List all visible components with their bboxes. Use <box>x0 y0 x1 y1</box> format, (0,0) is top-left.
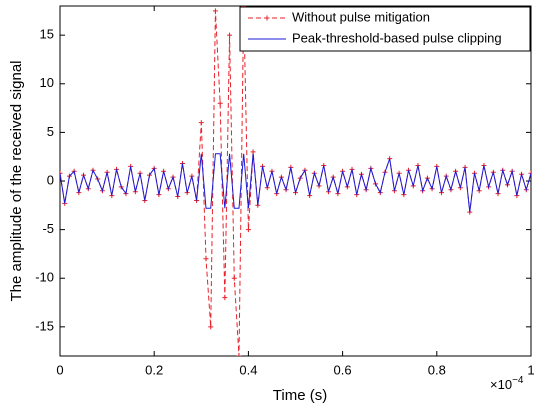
y-tick-label: -15 <box>35 318 54 333</box>
legend-box <box>239 6 531 52</box>
y-tick-label: 0 <box>47 172 54 187</box>
legend-label: Without pulse mitigation <box>292 9 430 24</box>
series-line <box>60 153 531 213</box>
x-tick-label: 0.6 <box>334 362 352 377</box>
y-tick-label: 10 <box>40 75 54 90</box>
series-marker <box>250 149 256 155</box>
legend-label: Peak-threshold-based pulse clipping <box>292 30 502 45</box>
series-marker <box>60 170 63 176</box>
x-tick-label: 0 <box>56 362 63 377</box>
series-marker <box>208 324 214 330</box>
plot-series <box>60 6 531 356</box>
x-multiplier-base: ×10 <box>490 377 512 392</box>
x-multiplier-exponent: −4 <box>512 375 524 386</box>
y-tick-label: -5 <box>42 221 54 236</box>
series-marker <box>198 120 204 126</box>
x-tick-label: 0.8 <box>428 362 446 377</box>
x-axis-label: Time (s) <box>273 387 327 404</box>
series-marker <box>236 353 242 356</box>
series-marker <box>245 227 251 233</box>
y-axis-label: The amplitude of the received signal <box>8 61 25 302</box>
x-tick-label: 0.2 <box>145 362 163 377</box>
x-tick-label: 0.4 <box>239 362 257 377</box>
series-marker <box>227 32 233 38</box>
y-tick-label: -10 <box>35 270 54 285</box>
x-tick-label: 1 <box>527 362 534 377</box>
series-marker <box>231 275 237 281</box>
plot-area <box>59 5 532 357</box>
y-tick-label: 5 <box>47 124 54 139</box>
series-marker <box>217 100 223 106</box>
series-marker <box>212 8 218 14</box>
series-marker <box>222 295 228 301</box>
legend-marker <box>264 15 270 21</box>
x-multiplier: ×10−4 <box>490 375 524 393</box>
series-marker <box>203 256 209 262</box>
y-tick-label: 15 <box>40 27 54 42</box>
series-marker <box>528 170 531 176</box>
